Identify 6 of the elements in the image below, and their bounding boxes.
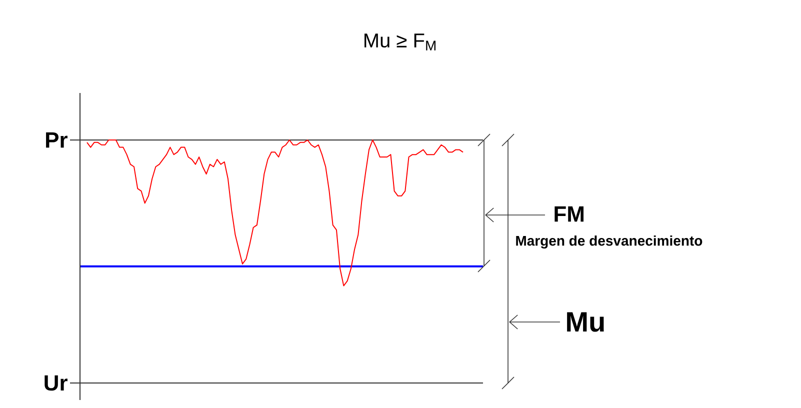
text: Mu (567, 312, 604, 332)
text: FM (554, 206, 584, 222)
ref-line-label: Ur (44, 375, 68, 391)
chart-title: Mu ≥ F$_{M}$ (364, 34, 436, 50)
text: Margen de desvanecimiento (516, 235, 702, 249)
ref-line-label: Pr (46, 132, 68, 148)
